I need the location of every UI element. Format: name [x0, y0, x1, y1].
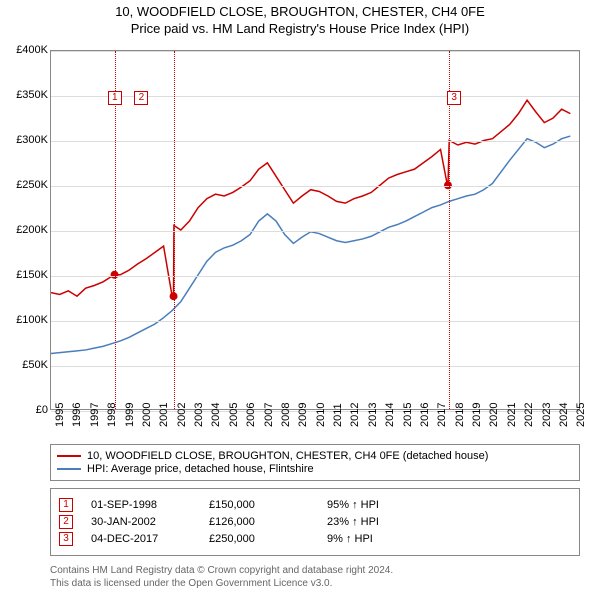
legend-swatch [57, 455, 81, 457]
event-row: 1 01-SEP-1998 £150,000 95% ↑ HPI [59, 498, 571, 512]
event-date: 04-DEC-2017 [91, 533, 191, 545]
event-date: 01-SEP-1998 [91, 499, 191, 511]
x-axis-label: 2014 [384, 403, 396, 427]
x-axis-label: 2004 [210, 403, 222, 427]
event-date: 30-JAN-2002 [91, 516, 191, 528]
grid-line-h [51, 231, 579, 232]
events-box: 1 01-SEP-1998 £150,000 95% ↑ HPI 2 30-JAN-200… [50, 488, 580, 556]
grid-line-h [51, 366, 579, 367]
x-axis-label: 1995 [54, 403, 66, 427]
x-axis-label: 2000 [141, 403, 153, 427]
x-axis-label: 1996 [71, 403, 83, 427]
x-axis-label: 2007 [263, 403, 275, 427]
grid-line-h [51, 51, 579, 52]
x-axis-label: 2005 [228, 403, 240, 427]
chart-title: 10, WOODFIELD CLOSE, BROUGHTON, CHESTER,… [0, 4, 600, 19]
x-axis-label: 2016 [419, 403, 431, 427]
x-axis-label: 2015 [402, 403, 414, 427]
y-axis-label: £100K [0, 314, 48, 326]
event-pct: 23% ↑ HPI [327, 516, 427, 528]
legend-item: 10, WOODFIELD CLOSE, BROUGHTON, CHESTER,… [57, 450, 573, 462]
x-axis-label: 2001 [158, 403, 170, 427]
x-axis-label: 2022 [523, 403, 535, 427]
event-price: £126,000 [209, 516, 309, 528]
y-axis-label: £300K [0, 134, 48, 146]
grid-line-h [51, 321, 579, 322]
grid-line-h [51, 96, 579, 97]
event-price: £250,000 [209, 533, 309, 545]
annotation-marker-2: 2 [134, 91, 148, 105]
y-axis-label: £400K [0, 44, 48, 56]
chart-subtitle: Price paid vs. HM Land Registry's House … [0, 21, 600, 36]
event-marker-1: 1 [59, 498, 73, 512]
y-axis-label: £200K [0, 224, 48, 236]
footer-line-2: This data is licensed under the Open Gov… [50, 577, 580, 590]
x-axis-label: 2021 [506, 403, 518, 427]
x-axis-label: 2012 [349, 403, 361, 427]
sale-vline [174, 51, 175, 409]
x-axis-label: 1997 [89, 403, 101, 427]
x-axis-label: 2008 [280, 403, 292, 427]
event-price: £150,000 [209, 499, 309, 511]
event-pct: 95% ↑ HPI [327, 499, 427, 511]
grid-line-h [51, 186, 579, 187]
chart-plot-area: 1995199619971998199920002001200220032004… [50, 50, 580, 410]
y-axis-label: £350K [0, 89, 48, 101]
x-axis-label: 2020 [488, 403, 500, 427]
y-axis-label: £0 [0, 404, 48, 416]
chart-svg [51, 51, 579, 409]
event-row: 2 30-JAN-2002 £126,000 23% ↑ HPI [59, 515, 571, 529]
x-axis-label: 2023 [541, 403, 553, 427]
y-axis-label: £250K [0, 179, 48, 191]
annotation-marker-1: 1 [108, 91, 122, 105]
event-pct: 9% ↑ HPI [327, 533, 427, 545]
event-marker-2: 2 [59, 515, 73, 529]
legend-item: HPI: Average price, detached house, Flin… [57, 463, 573, 475]
x-axis-label: 1999 [124, 403, 136, 427]
grid-line-h [51, 141, 579, 142]
legend-label: HPI: Average price, detached house, Flin… [87, 463, 314, 475]
x-axis-label: 2013 [367, 403, 379, 427]
x-axis-label: 2006 [245, 403, 257, 427]
x-axis-label: 2025 [575, 403, 587, 427]
grid-line-h [51, 276, 579, 277]
x-axis-label: 2010 [315, 403, 327, 427]
y-axis-label: £150K [0, 269, 48, 281]
x-axis-label: 2003 [193, 403, 205, 427]
x-axis-label: 1998 [106, 403, 118, 427]
event-row: 3 04-DEC-2017 £250,000 9% ↑ HPI [59, 532, 571, 546]
footer-text: Contains HM Land Registry data © Crown c… [50, 564, 580, 590]
annotation-marker-3: 3 [447, 91, 461, 105]
x-axis-label: 2019 [471, 403, 483, 427]
x-axis-label: 2018 [454, 403, 466, 427]
x-axis-label: 2017 [436, 403, 448, 427]
legend-label: 10, WOODFIELD CLOSE, BROUGHTON, CHESTER,… [87, 450, 488, 462]
x-axis-label: 2002 [176, 403, 188, 427]
legend-box: 10, WOODFIELD CLOSE, BROUGHTON, CHESTER,… [50, 444, 580, 481]
series-line-property [51, 100, 570, 296]
legend-swatch [57, 468, 81, 470]
y-axis-label: £50K [0, 359, 48, 371]
event-marker-3: 3 [59, 532, 73, 546]
footer-line-1: Contains HM Land Registry data © Crown c… [50, 564, 580, 577]
x-axis-label: 2024 [558, 403, 570, 427]
x-axis-label: 2009 [297, 403, 309, 427]
x-axis-label: 2011 [332, 403, 344, 427]
